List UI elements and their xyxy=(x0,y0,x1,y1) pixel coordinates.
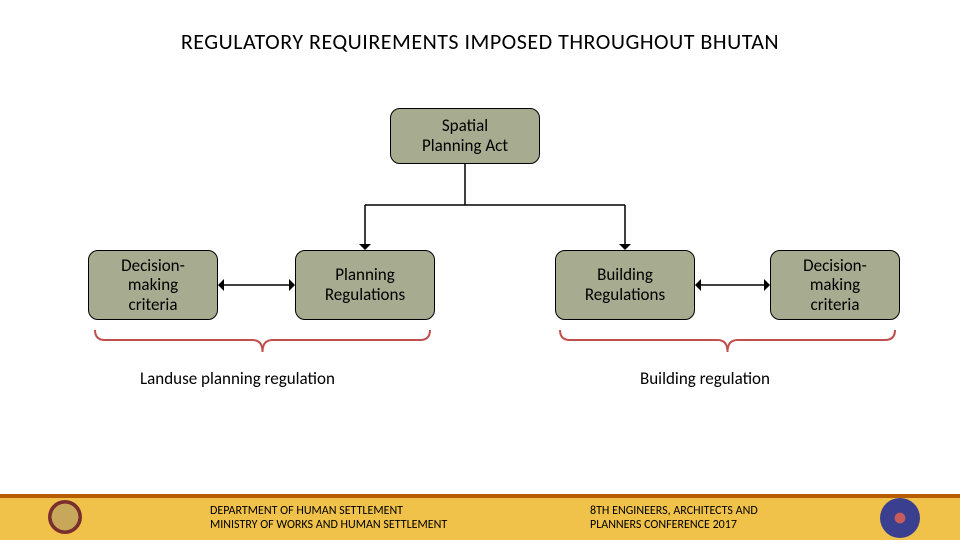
node-build: BuildingRegulations xyxy=(555,250,695,320)
seal-right-icon xyxy=(880,498,920,538)
node-plan-label: PlanningRegulations xyxy=(325,265,405,304)
slide: { "title": { "text": "REGULATORY REQUIRE… xyxy=(0,0,960,540)
node-plan: PlanningRegulations xyxy=(295,250,435,320)
node-build-label: BuildingRegulations xyxy=(585,265,665,304)
footer-conf: 8TH ENGINEERS, ARCHITECTS AND PLANNERS C… xyxy=(590,504,758,533)
footer-dept-line2: MINISTRY OF WORKS AND HUMAN SETTLEMENT xyxy=(210,518,447,532)
page-title: REGULATORY REQUIREMENTS IMPOSED THROUGHO… xyxy=(0,28,960,55)
footer-dept-line1: DEPARTMENT OF HUMAN SETTLEMENT xyxy=(210,504,447,518)
footer-dept: DEPARTMENT OF HUMAN SETTLEMENT MINISTRY … xyxy=(210,504,447,533)
node-dm1-label: Decision-makingcriteria xyxy=(121,256,185,315)
node-dm2: Decision-makingcriteria xyxy=(770,250,900,320)
footer-conf-line2: PLANNERS CONFERENCE 2017 xyxy=(590,518,758,532)
footer-conf-line1: 8TH ENGINEERS, ARCHITECTS AND xyxy=(590,504,758,518)
footer: DEPARTMENT OF HUMAN SETTLEMENT MINISTRY … xyxy=(0,494,960,540)
brace-label-left: Landuse planning regulation xyxy=(140,368,335,389)
node-root: SpatialPlanning Act xyxy=(390,108,540,164)
footer-stripe-bottom xyxy=(0,498,960,540)
seal-left-icon xyxy=(48,500,82,534)
node-dm1: Decision-makingcriteria xyxy=(88,250,218,320)
brace-label-right: Building regulation xyxy=(640,368,770,389)
node-dm2-label: Decision-makingcriteria xyxy=(803,256,867,315)
node-root-label: SpatialPlanning Act xyxy=(422,116,508,155)
